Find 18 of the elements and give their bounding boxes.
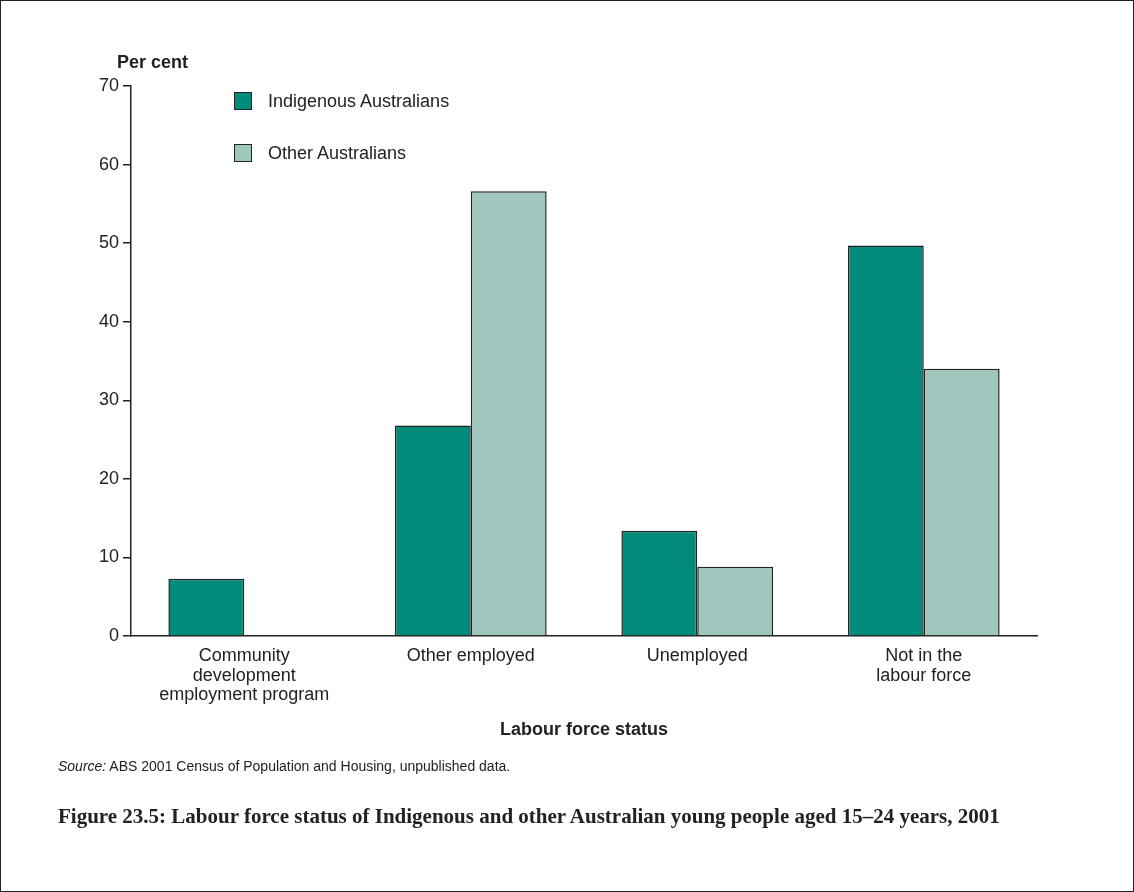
y-tick-label: 10 [98,546,120,567]
y-tick-label: 20 [98,467,120,488]
y-tick-label: 30 [98,389,120,410]
x-tick-label: Community development employment program [159,644,330,705]
source-note: Source: ABS 2001 Census of Population and Housing, unpublished data. [58,758,511,774]
y-tick-label: 70 [98,74,120,95]
legend-label: Other Australians [268,142,407,164]
text: Figure 23.5: Labour force status of Indigenous and other Australian young people aged 15–24 years, 2001 [58,803,1001,830]
legend-label: Indigenous Australians [268,90,450,112]
y-axis-title: Per cent [117,51,189,72]
y-tick-label: 60 [98,153,120,174]
y-tick-label: 50 [98,232,120,253]
x-tick-label: Not in the labour force [876,644,972,685]
y-tick-label: 0 [109,624,120,645]
y-tick-label: 40 [98,310,120,331]
x-axis-title: Labour force status [500,719,669,740]
x-tick-label: Other employed [406,644,535,665]
x-tick-label: Unemployed [646,644,748,665]
